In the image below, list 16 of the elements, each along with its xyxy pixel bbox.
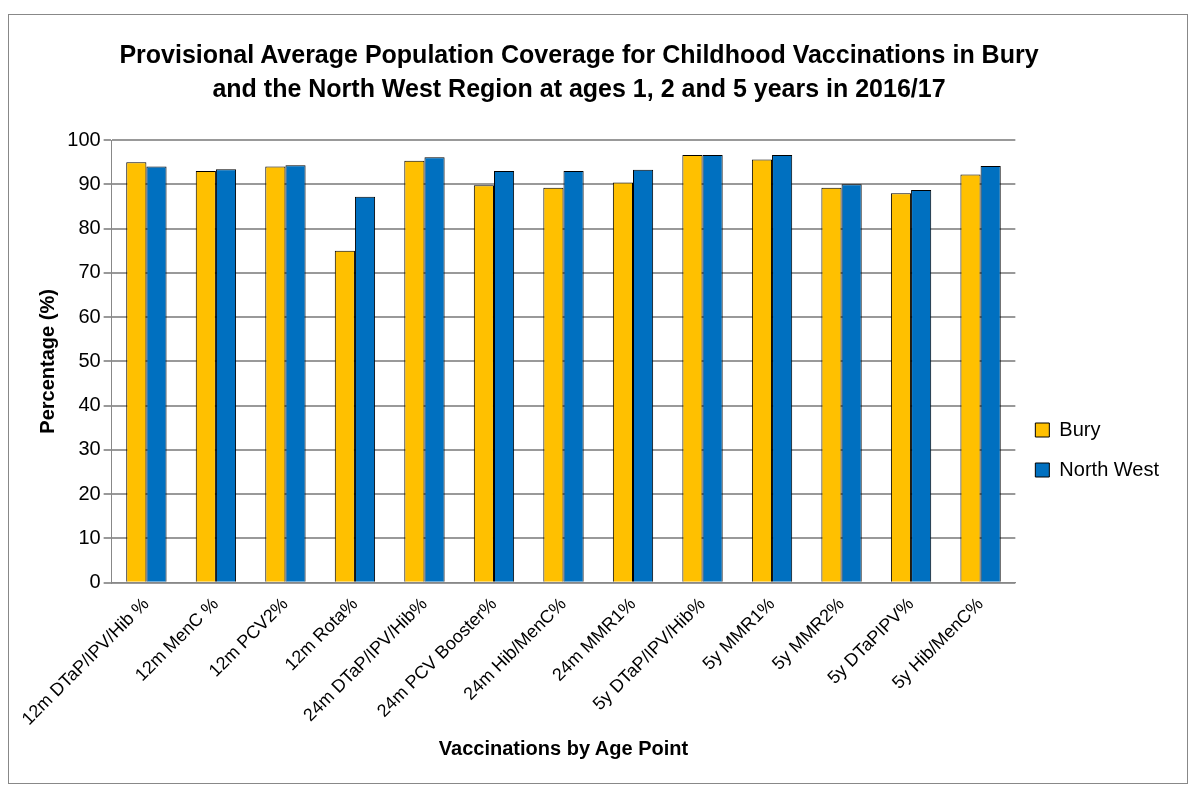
- legend-label: Bury: [1059, 417, 1101, 440]
- y-tick-label: 30: [78, 437, 101, 460]
- y-tick-label: 80: [78, 216, 101, 239]
- chart-title: Provisional Average Population Coverage for Childhood Vaccinations in Bury and the North West Region at ages 1, 2 and 5 years in 2016/17: [118, 39, 1040, 104]
- y-tick-label: 90: [78, 171, 101, 194]
- y-tick-label: 20: [78, 481, 101, 504]
- y-tick-label: 50: [78, 348, 101, 371]
- y-tick-label: 10: [78, 526, 101, 549]
- y-tick-label: 100: [67, 127, 101, 150]
- y-axis-title: Percentage (%): [35, 289, 58, 434]
- y-tick-label: 0: [89, 570, 101, 593]
- y-tick-label: 60: [78, 304, 101, 327]
- y-tick-label: 40: [78, 393, 101, 416]
- y-tick-label: 70: [78, 260, 101, 283]
- legend-label: North West: [1059, 457, 1160, 480]
- x-axis-title: Vaccinations by Age Point: [438, 736, 689, 759]
